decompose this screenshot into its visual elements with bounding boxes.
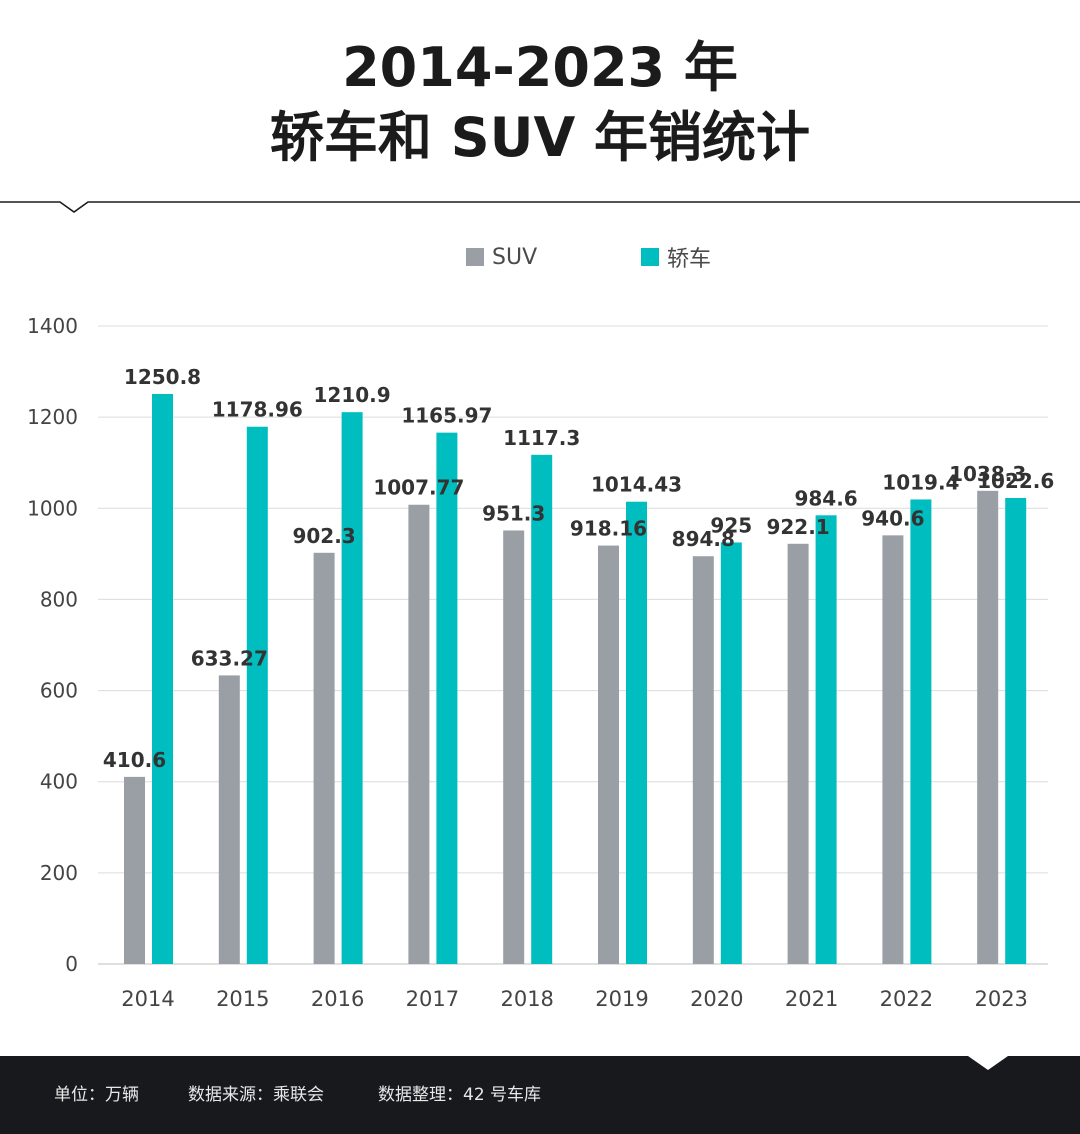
- x-tick-label: 2022: [880, 987, 933, 1011]
- y-tick-label: 800: [40, 587, 78, 611]
- x-tick-label: 2017: [406, 987, 459, 1011]
- data-label-sedan: 1014.43: [591, 473, 682, 497]
- footer-compiler: 数据整理：42 号车库: [378, 1085, 542, 1105]
- x-tick-label: 2020: [690, 987, 743, 1011]
- data-label-sedan: 1178.96: [212, 398, 303, 422]
- bar-suv: [977, 490, 999, 964]
- bar-chart: 0 200 400 600 800 1000 1200 1400 410.6 1250.8 2014…: [27, 314, 1054, 1011]
- page-title-line-1: 2014-2023 年: [342, 36, 738, 99]
- bar-sedan: [246, 426, 268, 964]
- legend-swatch-sedan: [641, 248, 659, 266]
- bar-sedan: [152, 393, 173, 964]
- bar-suv: [692, 556, 714, 964]
- bar-sedan: [531, 454, 553, 964]
- footer-bar: 单位：万辆 数据来源：乘联会 数据整理：42 号车库: [0, 1056, 1080, 1134]
- bar-suv: [408, 504, 430, 964]
- y-tick-label: 600: [40, 679, 78, 703]
- data-label-sedan: 1250.8: [124, 365, 201, 389]
- bar-suv: [503, 530, 525, 964]
- x-tick-label: 2023: [974, 987, 1027, 1011]
- footer-source: 数据来源：乘联会: [188, 1085, 324, 1105]
- bar-sedan: [1005, 497, 1027, 964]
- bar-sedan: [341, 412, 363, 965]
- bar-suv: [882, 535, 904, 964]
- x-tick-label: 2014: [121, 987, 174, 1011]
- bar-sedan: [720, 542, 742, 964]
- x-tick-label: 2021: [785, 987, 838, 1011]
- bar-suv: [598, 545, 619, 964]
- bar-sedan: [436, 432, 458, 964]
- bar-sedan: [910, 499, 932, 964]
- legend-item-suv: SUV: [466, 240, 537, 274]
- y-tick-label: 1400: [27, 314, 78, 338]
- bar-suv: [313, 552, 335, 964]
- data-label-suv: 940.6: [861, 506, 924, 530]
- y-tick-label: 0: [65, 952, 78, 976]
- y-tick-label: 1200: [27, 405, 78, 429]
- bar-sedan: [815, 515, 837, 964]
- data-label-sedan: 1210.9: [314, 383, 391, 407]
- data-label-sedan: 1165.97: [401, 404, 492, 428]
- data-label-suv: 922.1: [766, 515, 829, 539]
- x-tick-label: 2018: [500, 987, 553, 1011]
- legend-swatch-suv: [466, 248, 484, 266]
- data-label-suv: 633.27: [191, 646, 268, 670]
- legend-label-suv: SUV: [492, 244, 538, 270]
- bar-suv: [124, 776, 145, 964]
- data-label-sedan: 1019.4: [882, 470, 959, 494]
- data-label-sedan: 1022.6: [977, 469, 1054, 493]
- bar-sedan: [626, 501, 647, 964]
- legend-label-sedan: 轿车: [667, 247, 712, 272]
- x-tick-label: 2019: [595, 987, 648, 1011]
- x-tick-label: 2015: [216, 987, 269, 1011]
- y-tick-label: 400: [40, 770, 78, 794]
- chart-legend: SUV 轿车: [0, 240, 1080, 274]
- footer-notch: [968, 1056, 1008, 1070]
- bar-suv: [787, 543, 809, 964]
- data-label-suv: 918.16: [570, 517, 647, 541]
- data-label-suv: 1038.3: [949, 462, 1026, 486]
- data-label-sedan: 925: [710, 513, 752, 537]
- data-label-suv: 902.3: [292, 524, 355, 548]
- bar-suv: [218, 675, 240, 964]
- data-label-suv: 410.6: [103, 748, 166, 772]
- footer-unit: 单位：万辆: [54, 1085, 139, 1105]
- legend-item-sedan: 轿车: [641, 240, 711, 274]
- page-title-line-2: 轿车和 SUV 年销统计: [269, 106, 811, 169]
- header-divider: [0, 201, 1080, 213]
- y-tick-label: 200: [40, 861, 78, 885]
- x-tick-label: 2016: [311, 987, 364, 1011]
- y-tick-label: 1000: [27, 496, 78, 520]
- data-label-suv: 1007.77: [373, 476, 464, 500]
- data-label-sedan: 1117.3: [503, 426, 580, 450]
- data-label-suv: 951.3: [482, 501, 545, 525]
- data-label-sedan: 984.6: [794, 486, 857, 510]
- data-label-suv: 894.8: [672, 527, 735, 551]
